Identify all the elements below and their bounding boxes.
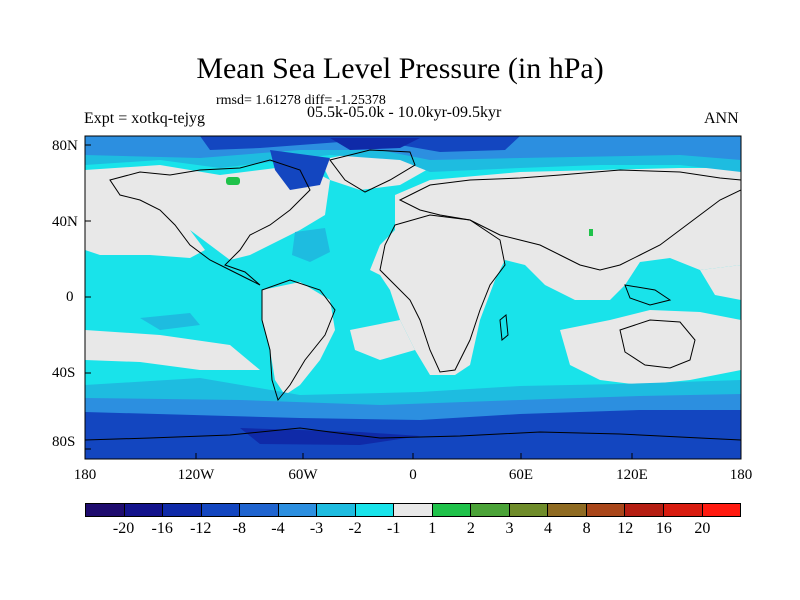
colorbar-box [585,503,626,517]
colorbar-box [431,503,472,517]
lat-label-0: 0 [66,289,74,305]
colorbar-box [624,503,664,517]
colorbar-label: -16 [151,520,173,537]
colorbar-box [277,503,318,517]
lon-label-120e: 120E [616,467,648,483]
colorbar-box [701,503,742,517]
lat-label-40s: 40S [52,365,76,381]
colorbar-label: 20 [694,520,711,537]
colorbar-label: -12 [190,520,212,537]
page-title: Mean Sea Level Pressure (in hPa) [196,52,604,85]
colorbar-label: -8 [232,520,247,537]
positive-anomaly-patches [226,177,593,236]
colorbar-box [393,503,433,517]
strongest-low-regions [240,138,420,445]
colorbar-box [547,503,587,517]
colorbar-box [162,503,202,517]
neutral-regions [85,150,741,395]
stats-text: rmsd= 1.61278 diff= -1.25378 [216,93,386,108]
colorbar-label: 12 [617,520,634,537]
strong-low-regions [85,136,741,459]
colorbar-box [508,503,549,517]
colorbar-box [470,503,510,517]
season-label: ANN [704,110,739,127]
period-label: 05.5k-05.0k - 10.0kyr-09.5kyr [307,104,502,121]
colorbar-box [316,503,356,517]
colorbar-box [662,503,703,517]
lat-label-80n: 80N [52,138,78,154]
lon-label-60e: 60E [508,467,534,483]
lon-label-60w: 60W [288,467,318,483]
lat-label-80s: 80S [52,434,76,450]
coastlines [85,149,741,441]
axis-ticks [85,144,633,459]
colorbar-label: -4 [271,520,285,537]
lat-label-40n: 40N [52,214,78,230]
colorbar-box [200,503,241,517]
colorbar-label: -20 [112,520,135,537]
colorbar-box [239,503,279,517]
experiment-label: Expt = xotkq-tejyg [84,110,206,127]
lon-label-180e: 180 [729,467,753,483]
lon-label-0: 0 [409,467,417,483]
colorbar-label: 3 [505,520,514,537]
colorbar-label: 2 [466,520,475,537]
colorbar-label: 1 [428,520,437,537]
lon-label-180w: 180 [73,467,97,483]
colorbar-label: 4 [544,520,553,537]
colorbar-label: -1 [387,520,401,537]
colorbar-box [123,503,164,517]
colorbar-label: 8 [582,520,591,537]
colorbar-box [354,503,395,517]
colorbar-box [85,503,125,517]
colorbar [85,503,742,517]
colorbar-label: 16 [655,520,672,537]
colorbar-label: -2 [348,520,362,537]
lon-label-120w: 120W [177,467,215,483]
colorbar-label: -3 [309,520,324,537]
